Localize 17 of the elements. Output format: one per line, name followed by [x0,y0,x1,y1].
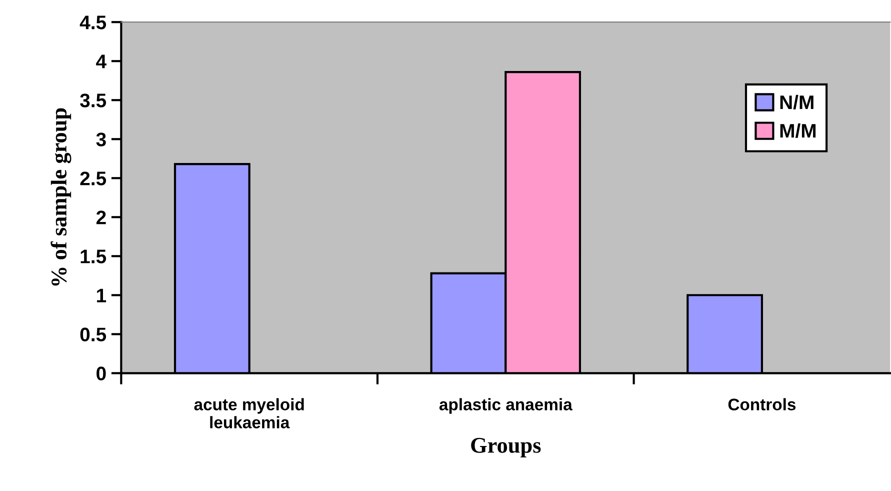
y-tick-label: 4.5 [80,16,106,30]
y-tick-label: 2 [96,210,106,224]
x-tick-label: acute myeloid leukaemia [194,398,304,428]
x-axis-title: Groups [471,438,541,458]
y-tick-label: 0.5 [80,328,106,342]
y-tick-label: 1.5 [80,250,106,264]
y-tick-label: 0 [96,366,106,380]
x-tick-label: aplastic anaemia [439,398,572,414]
y-tick-label: 1 [97,288,106,302]
legend-label: N/M [780,94,814,110]
legend-label: M/M [780,123,816,138]
y-tick-label: 4 [96,54,106,68]
y-tick-label: 3.5 [80,94,106,108]
x-tick-label: Controls [728,398,796,410]
y-tick-label: 2.5 [80,172,106,186]
y-tick-label: 3 [96,132,106,146]
y-axis-title: % of sample group [50,108,72,286]
